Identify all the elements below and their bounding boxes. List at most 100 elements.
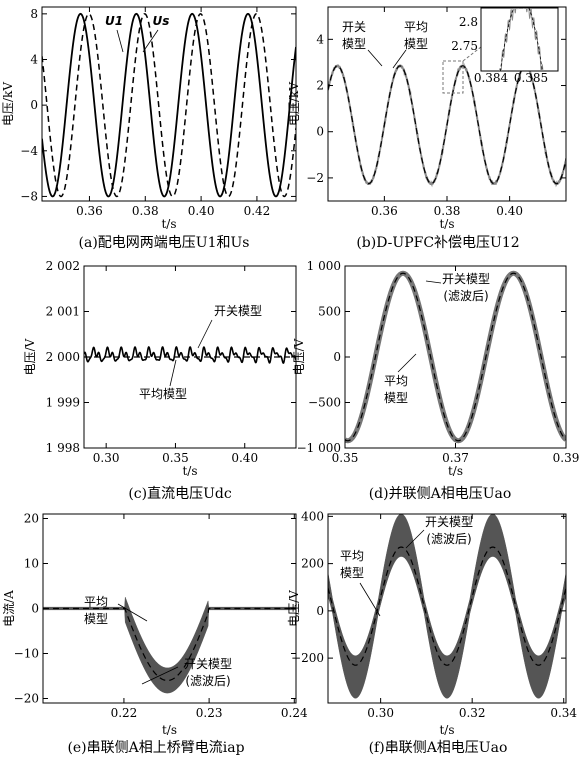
y-tick-label: 10 [24,557,39,571]
series-switching-line [84,345,296,364]
y-tick-label: 0 [316,125,324,139]
leader-line [425,280,442,284]
annotation-average: 平均 [84,595,108,609]
leader-line [142,29,159,53]
x-tick-label: 0.40 [496,204,523,218]
leader-line [397,353,417,373]
series-average-line [328,546,566,666]
y-axis-label: 电流/A [2,590,16,627]
annotation-U1: U1 [105,14,123,28]
annotation-line-2: 模型 [342,37,366,51]
annotation-line-1: 开关 [342,20,366,34]
x-axis-label: t/s [448,464,463,478]
annotation-average: 平均 [340,549,364,563]
annotation-Us: Us [153,14,170,28]
annotation-line-1: 平均 [404,20,428,34]
axes-frame [42,513,297,704]
y-tick-label: −4 [20,144,38,158]
series-switching-band [328,514,566,699]
series-average-line [345,272,566,442]
annotation-filtered: (滤波后) [185,674,230,688]
panel-caption: (e)串联侧A相上桥臂电流iap [67,740,244,756]
leader-line [117,603,148,622]
panel-caption: (d)并联侧A相电压Uao [369,486,512,502]
plot-area [84,345,296,364]
y-tick-label: 200 [301,557,324,571]
x-tick-label: 0.32 [459,706,486,720]
y-tick-label: 0 [316,604,324,618]
axes-frame [327,6,567,202]
plot-area [42,12,296,198]
y-tick-label: 0 [31,602,39,616]
x-tick-label: 0.30 [93,451,120,465]
annotation-filtered: (滤波后) [426,532,471,546]
leader-line [116,29,124,53]
y-tick-label: 4 [316,32,324,46]
y-tick-label: −2 [306,171,324,185]
y-tick-label: 1 998 [46,441,80,455]
inset-zoom: 2.8 2.75 0.384 0.385 [451,7,559,85]
y-tick-label: −20 [14,692,39,706]
series-U1-line [42,12,296,198]
x-tick-label: 0.38 [434,204,461,218]
leader-line [392,49,407,69]
x-axis-label: t/s [439,723,454,737]
y-tick-label: 400 [301,509,324,523]
y-tick-label: 0 [30,98,38,112]
x-tick-label: 0.40 [231,451,258,465]
plot-area [328,514,566,699]
x-tick-label: 0.40 [188,204,215,218]
y-axis-label: 电压/V [292,338,306,375]
axes-frame [327,513,567,704]
y-tick-label: 8 [30,7,38,21]
x-axis-label: t/s [161,217,176,231]
y-tick-label: −8 [20,189,38,203]
inset-x-tick-label: 0.384 [474,71,509,85]
axes-frame [344,265,567,449]
inset-frame [480,7,559,72]
plot-area [345,270,566,444]
y-tick-label: 2 002 [46,259,80,273]
annotation-model: 模型 [340,566,364,580]
x-tick-label: 0.37 [442,451,469,465]
zoom-link [462,46,482,62]
leader-line [359,582,381,617]
x-tick-label: 0.24 [281,706,308,720]
x-tick-label: 0.35 [162,451,189,465]
x-tick-label: 0.30 [367,706,394,720]
y-axis-label: 电压/kV [287,82,301,126]
y-tick-label: −200 [291,651,324,665]
panel-c: 0.30 0.35 0.40 1 998 1 999 2 000 2 001 2 002 t/s… [23,259,297,502]
annotation-switching: 开关模型 [342,20,366,51]
leader-line [367,49,383,67]
y-tick-label: 500 [318,305,341,319]
panel-caption: (a)配电网两端电压U1和Us [79,235,250,251]
x-tick-label: 0.39 [553,451,579,465]
x-tick-label: 0.35 [332,451,359,465]
inset-x-tick-label: 0.385 [514,71,548,85]
y-tick-label: −1 000 [297,441,341,455]
leader-line [169,359,177,387]
x-axis-label: t/s [162,723,177,737]
x-tick-label: 0.23 [196,706,223,720]
x-tick-label: 0.34 [550,706,577,720]
y-tick-label: −10 [14,647,39,661]
leader-line [197,319,213,349]
x-tick-label: 0.42 [244,204,271,218]
series-average-line [43,607,296,682]
panel-caption: (f)串联侧A相电压Uao [369,740,508,756]
annotation-average: 平均模型 [139,387,187,401]
panel-caption: (c)直流电压Udc [128,485,232,502]
y-tick-label: 1 999 [46,396,80,410]
axes-frame [83,265,297,449]
y-tick-label: 0 [333,350,341,364]
panel-a: 0.36 0.38 0.40 0.42 −8 −4 0 4 8 t/s 电压/kV (a)配电网两端电… [1,6,297,251]
annotation-filtered: (滤波后) [443,289,488,303]
annotation-switching: 开关模型 [425,515,473,529]
annotation-average: 平均 [384,374,408,388]
y-tick-label: 4 [30,52,38,66]
y-tick-label: 2 001 [46,305,80,319]
x-tick-label: 0.36 [76,204,103,218]
inset-y-tick-label: 2.8 [459,15,478,29]
